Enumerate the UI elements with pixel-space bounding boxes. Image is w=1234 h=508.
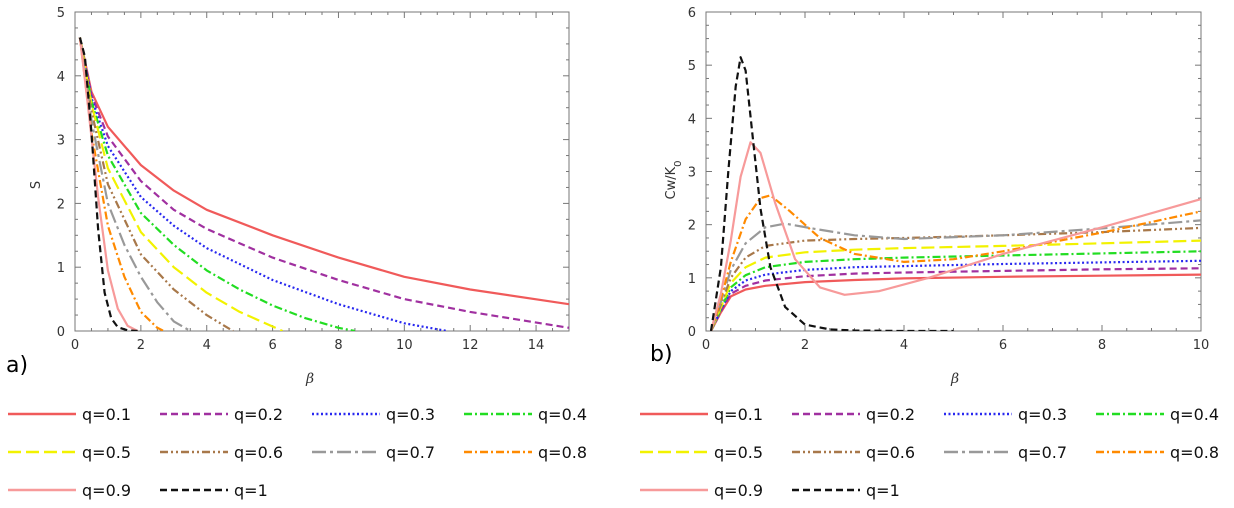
legend-label: q=0.9 bbox=[82, 481, 131, 500]
y-tick-label: 3 bbox=[57, 134, 65, 149]
y-axis-title-subscript: 0 bbox=[673, 161, 684, 167]
legend-label: q=0.8 bbox=[1170, 443, 1219, 462]
x-tick-label: 2 bbox=[801, 338, 809, 353]
x-tick-label: 4 bbox=[900, 338, 908, 353]
y-tick-label: 4 bbox=[688, 112, 696, 127]
x-tick-label: 12 bbox=[462, 338, 479, 353]
y-axis-title: S bbox=[29, 181, 44, 189]
x-tick-label: 8 bbox=[334, 338, 342, 353]
series-group bbox=[709, 56, 1201, 331]
legend-label: q=0.1 bbox=[82, 405, 131, 424]
series-line-q-0_5 bbox=[78, 37, 283, 331]
legend-label: q=0.4 bbox=[1170, 405, 1219, 424]
series-line-q-0_1 bbox=[710, 273, 1201, 331]
series-line-q-0_2 bbox=[78, 37, 569, 329]
legend-label: q=0.5 bbox=[714, 443, 763, 462]
x-tick-label: 10 bbox=[1193, 338, 1210, 353]
legend-label: q=0.4 bbox=[538, 405, 587, 424]
y-tick-label: 3 bbox=[688, 166, 696, 181]
series-line-q-0_6 bbox=[78, 37, 234, 331]
legend-label: q=1 bbox=[234, 481, 268, 500]
series-line-q-0_7 bbox=[78, 37, 191, 331]
legend-label: q=0.7 bbox=[386, 443, 435, 462]
legend-label: q=0.7 bbox=[1018, 443, 1067, 462]
x-tick-label: 8 bbox=[1098, 338, 1106, 353]
y-tick-label: 6 bbox=[688, 6, 696, 21]
y-tick-label: 0 bbox=[57, 325, 65, 340]
y-tick-label: 5 bbox=[688, 59, 696, 74]
legend-label: q=0.3 bbox=[1018, 405, 1067, 424]
x-tick-label: 6 bbox=[999, 338, 1007, 353]
x-axis-title: β bbox=[305, 371, 314, 387]
series-group bbox=[78, 37, 569, 331]
legend-label: q=0.3 bbox=[386, 405, 435, 424]
series-line-q-0_9 bbox=[709, 141, 1201, 331]
x-tick-label: 10 bbox=[396, 338, 413, 353]
series-line-q-0_4 bbox=[709, 250, 1201, 331]
x-tick-label: 2 bbox=[137, 338, 145, 353]
y-axis-title: Cw/K0 bbox=[664, 161, 684, 200]
y-tick-label: 1 bbox=[57, 261, 65, 276]
series-line-q-0_8 bbox=[709, 194, 1201, 331]
series-line-q-0_5 bbox=[709, 239, 1201, 331]
legend: q=0.1 q=0.2 q=0.3 q=0.4 q=0.5 q=0.6 q=0.7 q=0.8… bbox=[640, 405, 1219, 500]
series-line-q-1 bbox=[78, 37, 138, 331]
legend: q=0.1 q=0.2 q=0.3 q=0.4 q=0.5 q=0.6 q=0.7 q=0.8… bbox=[8, 405, 587, 500]
y-tick-label: 4 bbox=[57, 70, 65, 85]
y-tick-label: 2 bbox=[688, 219, 696, 234]
legend-label: q=0.2 bbox=[866, 405, 915, 424]
legend-label: q=0.6 bbox=[866, 443, 915, 462]
x-tick-label: 4 bbox=[203, 338, 211, 353]
x-axis-title: β bbox=[950, 371, 959, 387]
y-tick-label: 5 bbox=[57, 6, 65, 21]
plot-frame bbox=[705, 11, 1202, 332]
x-tick-label: 0 bbox=[71, 338, 79, 353]
x-tick-label: 14 bbox=[528, 338, 545, 353]
legend-label: q=0.5 bbox=[82, 443, 131, 462]
series-line-q-1 bbox=[709, 56, 954, 331]
panel-label: a) bbox=[6, 353, 28, 378]
y-tick-label: 1 bbox=[688, 272, 696, 287]
y-tick-label: 0 bbox=[688, 325, 696, 340]
legend-label: q=0.8 bbox=[538, 443, 587, 462]
series-line-q-0_4 bbox=[78, 37, 356, 331]
x-tick-label: 6 bbox=[268, 338, 276, 353]
y-tick-label: 2 bbox=[57, 197, 65, 212]
series-line-q-0_7 bbox=[709, 219, 1201, 331]
legend-label: q=0.9 bbox=[714, 481, 763, 500]
series-line-q-0_8 bbox=[78, 37, 165, 331]
series-line-q-0_2 bbox=[710, 267, 1201, 331]
legend-label: q=1 bbox=[866, 481, 900, 500]
series-line-q-0_1 bbox=[78, 37, 569, 306]
series-line-q-0_6 bbox=[709, 226, 1201, 331]
legend-label: q=0.6 bbox=[234, 443, 283, 462]
series-line-q-0_3 bbox=[78, 37, 448, 331]
legend-label: q=0.1 bbox=[714, 405, 763, 424]
legend-label: q=0.2 bbox=[234, 405, 283, 424]
x-tick-label: 0 bbox=[702, 338, 710, 353]
panel-label: b) bbox=[650, 342, 673, 367]
